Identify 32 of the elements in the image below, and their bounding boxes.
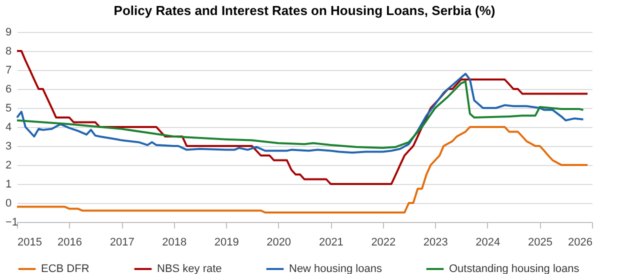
y-tick-label: 3 (6, 140, 12, 152)
line-series (16, 50, 589, 185)
legend-label: New housing loans (289, 263, 382, 274)
y-tick-label: 8 (6, 46, 12, 58)
x-tick-label: 2022 (371, 236, 396, 248)
y-tick-label: −1 (6, 216, 18, 228)
chart-title: Policy Rates and Interest Rates on Housing Loans, Serbia (%) (114, 3, 496, 18)
line-series (16, 80, 584, 149)
y-tick-label: 1 (6, 178, 12, 190)
legend-label: Outstanding housing loans (449, 263, 580, 274)
y-tick-label: 4 (6, 122, 12, 134)
x-tick-label: 2025 (528, 236, 553, 248)
x-tick-label: 2017 (110, 236, 134, 248)
y-tick-label: 0 (6, 198, 12, 210)
line-series (16, 126, 589, 214)
legend-label: ECB DFR (41, 263, 90, 274)
x-tick-label: 2020 (266, 236, 292, 248)
y-tick-label: 5 (6, 102, 12, 114)
line-series (16, 72, 584, 154)
y-tick-label: 7 (6, 64, 12, 76)
y-tick-label: 2 (6, 160, 12, 172)
x-tick-label: 2018 (162, 236, 187, 248)
x-tick-label: 2023 (423, 236, 448, 248)
y-tick-label: 9 (6, 26, 12, 38)
x-tick-label: 2019 (214, 236, 239, 248)
x-tick-label: 2021 (318, 236, 344, 248)
y-tick-label: 6 (6, 84, 12, 96)
legend-label: NBS key rate (157, 263, 222, 274)
x-tick-label: 2026 (568, 236, 592, 248)
x-tick-label: 2016 (57, 236, 82, 248)
x-tick-label: 2015 (18, 236, 42, 248)
x-tick-label: 2024 (476, 236, 500, 248)
